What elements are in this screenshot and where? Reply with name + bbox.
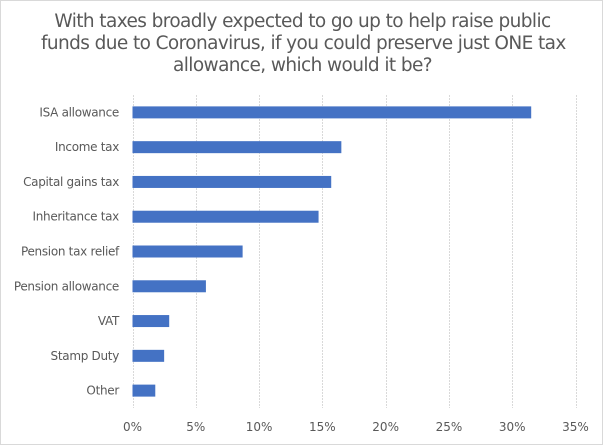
bar-pension-allowance [132, 280, 206, 293]
category-label: ISA allowance [39, 105, 119, 119]
chart-title-line-1: With taxes broadly expected to go up to … [54, 11, 551, 32]
bar-other [132, 384, 156, 397]
x-tick-label: 10% [246, 420, 273, 434]
category-label: VAT [98, 314, 120, 328]
x-tick-label: 20% [372, 420, 399, 434]
category-label: Income tax [55, 140, 119, 154]
x-tick-label: 35% [562, 420, 589, 434]
x-tick-label: 15% [309, 420, 336, 434]
category-label: Other [86, 384, 119, 398]
bars [132, 106, 532, 397]
bar-vat [132, 315, 170, 328]
bar-pension-tax-relief [132, 245, 243, 258]
chart-title-line-2: funds due to Coronavirus, if you could p… [41, 33, 566, 54]
bar-stamp-duty [132, 349, 165, 362]
category-label: Pension allowance [14, 279, 119, 293]
bar-isa-allowance [132, 106, 532, 119]
bar-income-tax [132, 141, 342, 154]
x-tick-labels: 0% 5% 10% 15% 20% 25% 30% 35% [123, 420, 589, 434]
x-tick-label: 5% [186, 420, 205, 434]
chart-title-line-3: allowance, which would it be? [173, 55, 433, 76]
category-label: Pension tax relief [21, 245, 120, 259]
category-labels: ISA allowance Income tax Capital gains tax… [14, 105, 121, 398]
category-label: Capital gains tax [23, 175, 119, 189]
x-tick-label: 0% [123, 420, 142, 434]
x-tick-label: 25% [436, 420, 463, 434]
bar-capital-gains-tax [132, 175, 332, 188]
bar-inheritance-tax [132, 210, 319, 223]
chart-title: With taxes broadly expected to go up to … [41, 11, 566, 77]
category-label: Stamp Duty [51, 349, 120, 363]
x-tick-label: 30% [499, 420, 526, 434]
category-label: Inheritance tax [32, 210, 119, 224]
